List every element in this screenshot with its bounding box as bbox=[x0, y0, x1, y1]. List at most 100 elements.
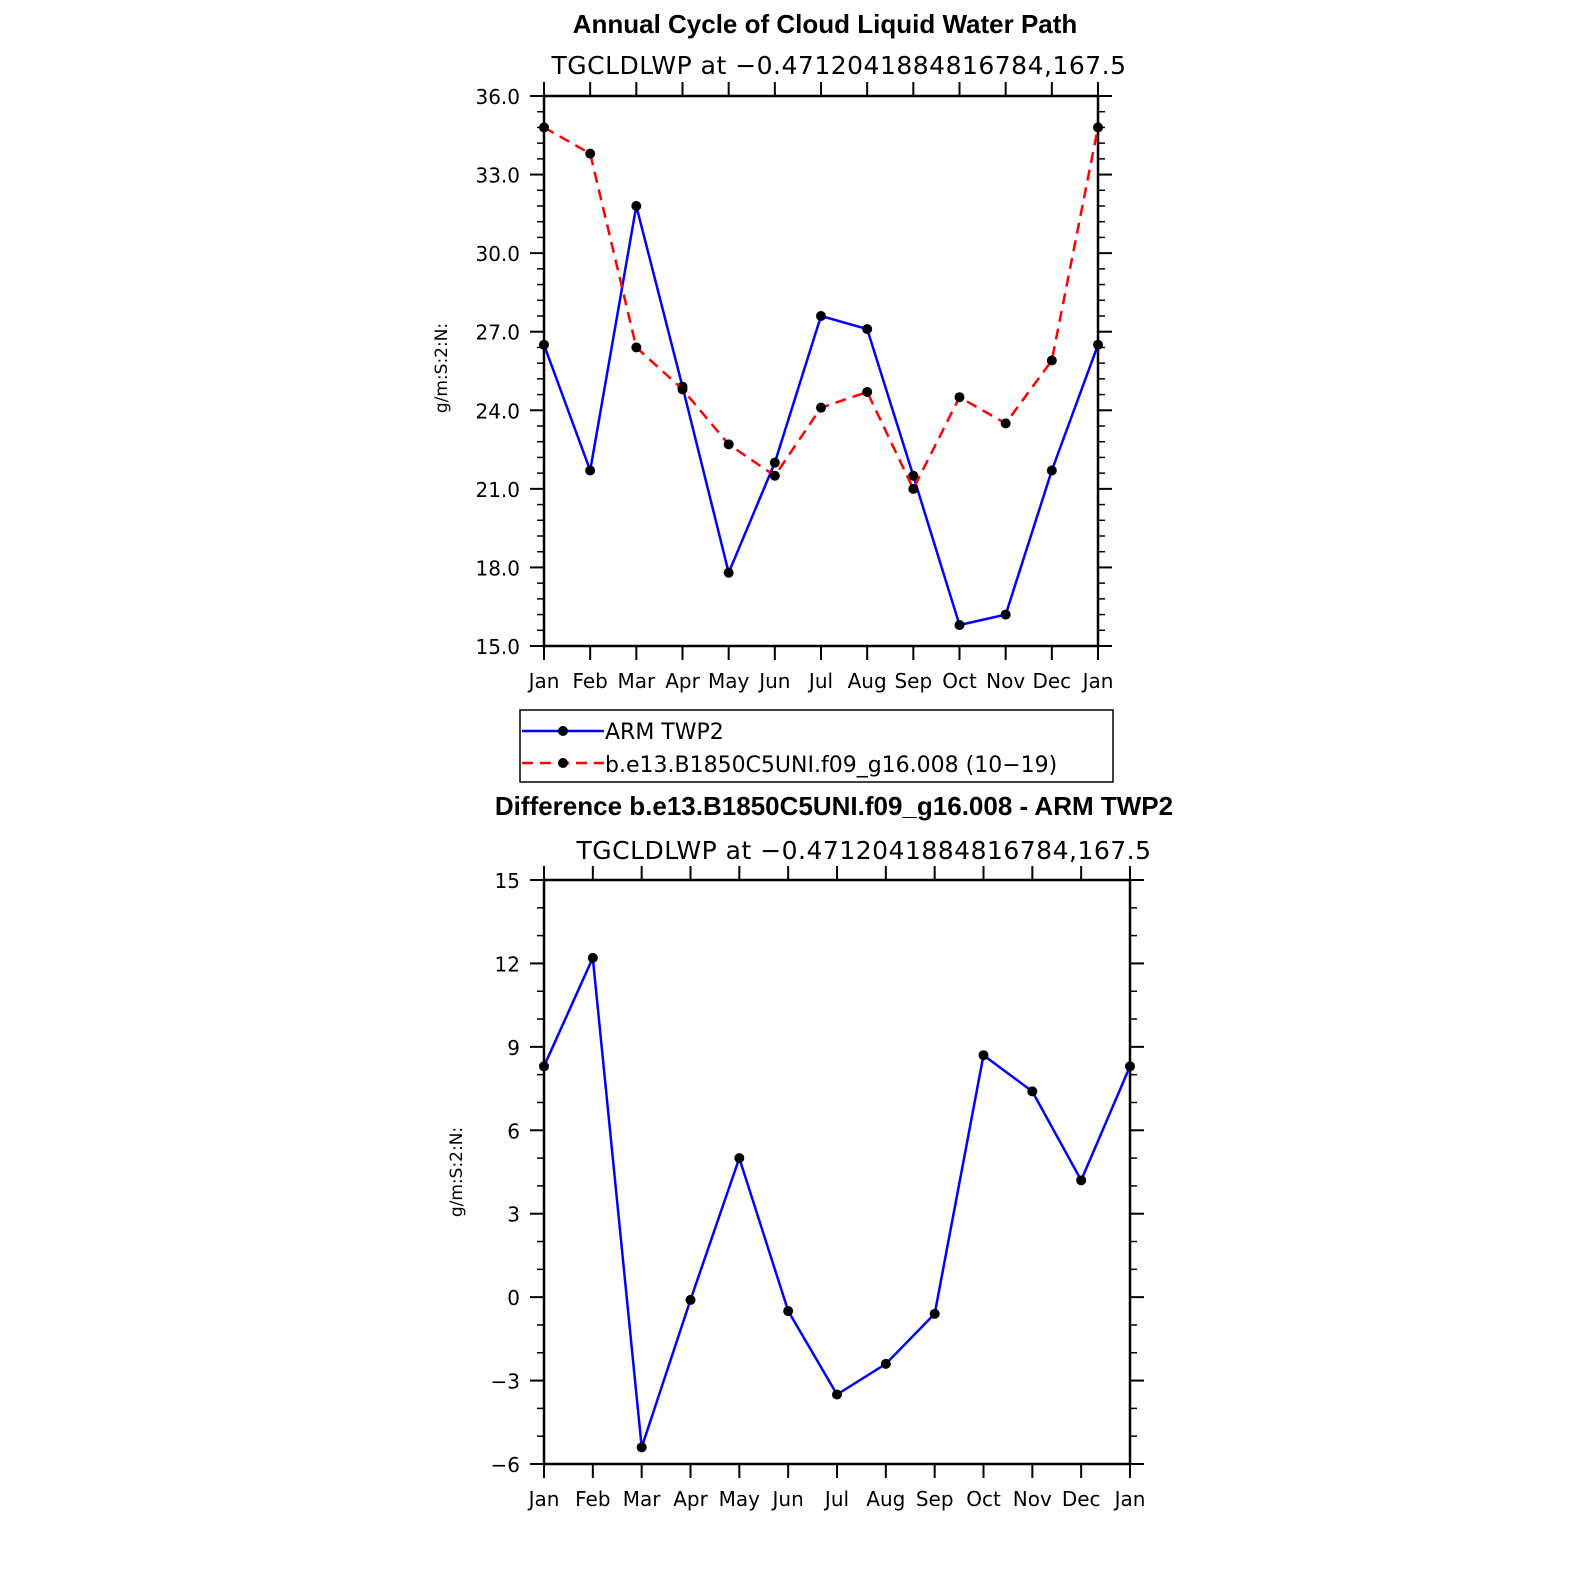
bottom-y-tick-label: −6 bbox=[491, 1453, 520, 1477]
top-x-tick-label: Aug bbox=[848, 669, 887, 693]
top-series-0-point bbox=[954, 620, 965, 631]
top-y-tick-label: 33.0 bbox=[475, 164, 520, 188]
legend: ARM TWP2 b.e13.B1850C5UNI.f09_g16.008 (1… bbox=[519, 709, 1114, 783]
bottom-series-0-point bbox=[734, 1153, 745, 1164]
top-y-tick-label: 24.0 bbox=[475, 399, 520, 423]
legend-marker-model bbox=[558, 758, 568, 768]
bottom-x-tick-label: Sep bbox=[916, 1487, 954, 1511]
bottom-series-0-point bbox=[1076, 1175, 1087, 1186]
top-series-0-point bbox=[908, 470, 919, 481]
legend-label-arm: ARM TWP2 bbox=[605, 720, 724, 745]
top-series-1-point bbox=[677, 384, 688, 395]
bottom-x-tick-label: Jan bbox=[1113, 1487, 1146, 1511]
bottom-x-tick-label: Dec bbox=[1062, 1487, 1101, 1511]
top-series-1-point bbox=[769, 470, 780, 481]
bottom-x-tick-label: Jul bbox=[823, 1487, 849, 1511]
top-x-tick-label: Mar bbox=[617, 669, 656, 693]
bottom-chart-y-axis-label: g/m:S:2:N: bbox=[447, 1127, 467, 1217]
top-series-1-point bbox=[862, 386, 873, 397]
bottom-series-0-point bbox=[783, 1306, 794, 1317]
top-chart-series bbox=[539, 122, 1103, 631]
bottom-y-tick-label: −3 bbox=[491, 1370, 520, 1394]
bottom-series-line-0 bbox=[542, 956, 1132, 1449]
top-series-0-point bbox=[723, 567, 734, 578]
bottom-series-0-point bbox=[1125, 1061, 1135, 1072]
top-series-0-point bbox=[585, 465, 596, 476]
bottom-x-tick-label: Jun bbox=[771, 1487, 804, 1511]
top-x-tick-label: May bbox=[708, 669, 750, 693]
top-series-0-point bbox=[1093, 339, 1103, 350]
top-series-1-point bbox=[539, 122, 549, 133]
bottom-chart-axes: Jan Feb Mar Apr May Jun Jul Aug Sep Oct Nov Dec Jan−… bbox=[491, 866, 1146, 1511]
bottom-chart-series bbox=[539, 952, 1135, 1453]
bottom-x-tick-label: May bbox=[719, 1487, 761, 1511]
annual-cycle-panel: Annual Cycle of Cloud Liquid Water Path … bbox=[432, 9, 1126, 693]
bottom-x-tick-label: Apr bbox=[673, 1487, 708, 1511]
top-series-1-point bbox=[816, 402, 826, 413]
bottom-y-tick-label: 12 bbox=[495, 952, 520, 976]
top-series-line-0 bbox=[542, 204, 1100, 627]
difference-panel: Difference b.e13.B1850C5UNI.f09_g16.008 … bbox=[447, 791, 1173, 1511]
top-y-tick-label: 21.0 bbox=[475, 478, 520, 502]
top-y-tick-label: 36.0 bbox=[475, 85, 520, 109]
top-series-0-point bbox=[1000, 609, 1011, 620]
bottom-plot-frame bbox=[542, 878, 1132, 1466]
top-y-tick-label: 18.0 bbox=[475, 556, 520, 580]
bottom-y-tick-label: 9 bbox=[507, 1036, 520, 1060]
top-plot-frame bbox=[542, 94, 1100, 648]
legend-label-model: b.e13.B1850C5UNI.f09_g16.008 (10−19) bbox=[605, 753, 1057, 778]
top-series-1-point bbox=[585, 148, 596, 159]
top-series-0-point bbox=[539, 339, 549, 350]
bottom-y-tick-label: 3 bbox=[507, 1203, 520, 1227]
bottom-y-tick-label: 6 bbox=[507, 1119, 520, 1143]
bottom-series-0-point bbox=[1027, 1086, 1038, 1097]
legend-box bbox=[519, 709, 1114, 783]
bottom-series-0-point bbox=[539, 1061, 549, 1072]
top-x-tick-label: Jun bbox=[757, 669, 790, 693]
top-series-0-point bbox=[1046, 465, 1057, 476]
top-x-tick-label: Jan bbox=[1081, 669, 1114, 693]
top-x-tick-label: Nov bbox=[986, 669, 1025, 693]
bottom-series-0-point bbox=[929, 1308, 940, 1319]
top-series-1-point bbox=[1093, 122, 1103, 133]
top-series-0-point bbox=[631, 201, 642, 211]
top-x-tick-label: Sep bbox=[894, 669, 932, 693]
bottom-x-tick-label: Oct bbox=[966, 1487, 1001, 1511]
top-x-tick-label: Dec bbox=[1032, 669, 1071, 693]
bottom-x-tick-label: Nov bbox=[1013, 1487, 1052, 1511]
top-series-0-point bbox=[816, 311, 826, 321]
bottom-y-tick-label: 15 bbox=[495, 869, 520, 893]
top-series-0-point bbox=[862, 324, 873, 335]
top-chart-axes: Jan Feb Mar Apr May Jun Jul Aug Sep Oct Nov Dec Jan 1… bbox=[475, 82, 1113, 693]
bottom-series-0-point bbox=[636, 1442, 647, 1453]
bottom-x-tick-label: Mar bbox=[623, 1487, 662, 1511]
top-chart-subtitle: TGCLDLWP at −0.4712041884816784,167.5 bbox=[550, 51, 1126, 80]
bottom-chart-subtitle: TGCLDLWP at −0.4712041884816784,167.5 bbox=[575, 836, 1151, 865]
top-series-1-point bbox=[908, 483, 919, 494]
top-series-1-point bbox=[723, 439, 734, 450]
top-y-tick-label: 15.0 bbox=[475, 635, 520, 659]
bottom-series-0-point bbox=[587, 952, 598, 963]
top-y-tick-label: 30.0 bbox=[475, 242, 520, 266]
top-chart-title: Annual Cycle of Cloud Liquid Water Path bbox=[573, 9, 1078, 39]
bottom-y-tick-label: 0 bbox=[507, 1286, 520, 1310]
top-x-tick-label: Oct bbox=[942, 669, 977, 693]
top-x-tick-label: Jul bbox=[807, 669, 833, 693]
top-x-tick-label: Feb bbox=[572, 669, 607, 693]
bottom-x-tick-label: Feb bbox=[575, 1487, 610, 1511]
top-y-tick-label: 27.0 bbox=[475, 321, 520, 345]
bottom-series-0-point bbox=[978, 1050, 989, 1061]
top-x-tick-label: Apr bbox=[665, 669, 700, 693]
bottom-series-0-point bbox=[685, 1294, 696, 1305]
top-series-1-point bbox=[1000, 418, 1011, 429]
bottom-x-tick-label: Jan bbox=[527, 1487, 560, 1511]
top-series-0-point bbox=[769, 457, 780, 468]
top-series-line-1 bbox=[543, 126, 1100, 491]
top-series-1-point bbox=[631, 342, 642, 353]
bottom-x-tick-label: Aug bbox=[866, 1487, 905, 1511]
legend-marker-arm bbox=[558, 726, 568, 736]
top-x-tick-label: Jan bbox=[527, 669, 560, 693]
bottom-series-0-point bbox=[880, 1358, 891, 1369]
top-series-1-point bbox=[1046, 355, 1057, 366]
